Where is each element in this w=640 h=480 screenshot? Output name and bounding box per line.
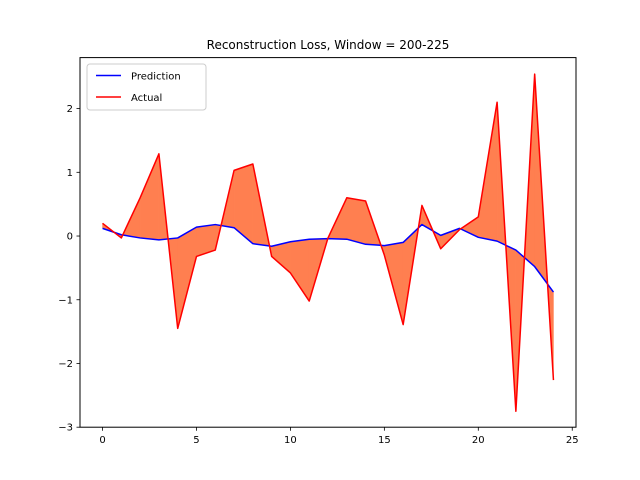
fill-segment [139, 153, 160, 241]
x-axis-ticks: 0 5 10 15 20 25 [99, 427, 579, 446]
fill-segment [290, 238, 310, 302]
fill-between-area [102, 74, 554, 412]
x-tick-label: 15 [378, 435, 391, 446]
legend-label-actual: Actual [131, 93, 162, 104]
legend: Prediction Actual [86, 63, 207, 111]
fill-segment [233, 163, 254, 245]
fill-segment [346, 197, 366, 245]
y-tick-label: −2 [58, 359, 73, 370]
legend-label-prediction: Prediction [131, 72, 181, 83]
fill-segment [177, 226, 197, 329]
x-tick-label: 25 [566, 435, 579, 446]
series-lines [102, 73, 555, 413]
y-tick-label: 0 [67, 232, 73, 243]
y-tick-label: −1 [58, 295, 73, 306]
y-axis-ticks: −3 −2 −1 0 1 2 [58, 104, 80, 434]
x-tick-label: 5 [193, 435, 199, 446]
x-tick-label: 10 [284, 435, 297, 446]
chart-title: Reconstruction Loss, Window = 200-225 [207, 38, 450, 52]
y-tick-label: 2 [67, 104, 73, 115]
x-tick-label: 20 [472, 435, 485, 446]
x-tick-label: 0 [99, 435, 105, 446]
y-tick-label: −3 [58, 423, 73, 434]
series-line-actual [102, 73, 555, 413]
plot-frame [79, 57, 577, 428]
y-tick-label: 1 [67, 168, 73, 179]
fill-segment [271, 241, 291, 274]
